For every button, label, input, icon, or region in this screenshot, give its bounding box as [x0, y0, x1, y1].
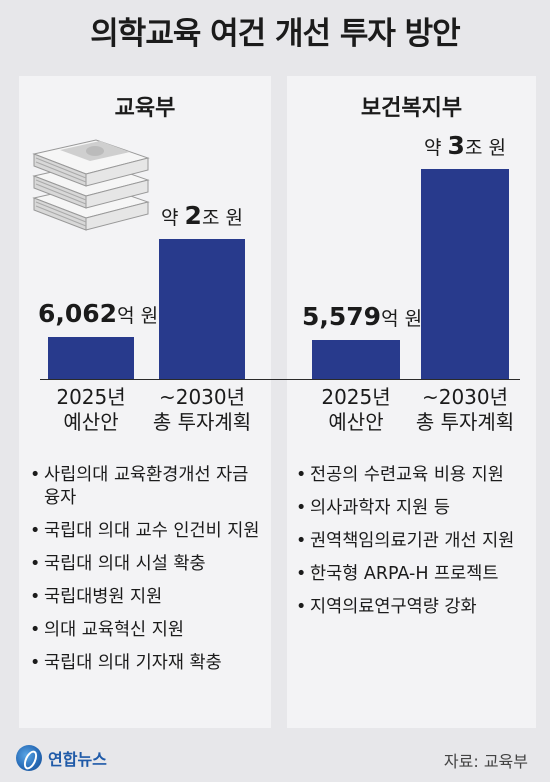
- category-line: ~2030년: [421, 385, 509, 409]
- category-label: ~2030년 총 투자계획: [400, 385, 530, 435]
- list-item: 국립대 의대 기자재 확충: [30, 652, 268, 675]
- value-number: 3: [447, 131, 465, 160]
- bar-health-2030: [421, 169, 509, 379]
- value-number: 2: [184, 201, 202, 230]
- value-unit: 억 원: [381, 307, 423, 330]
- category-line: 총 투자계획: [415, 410, 515, 434]
- category-line: 총 투자계획: [152, 410, 252, 434]
- list-item: 한국형 ARPA-H 프로젝트: [296, 563, 528, 586]
- category-label: 2025년 예산안: [291, 385, 421, 435]
- value-number: 5,579: [302, 301, 382, 331]
- category-line: 예산안: [63, 410, 119, 434]
- list-item: 국립대병원 지원: [30, 586, 268, 609]
- list-item: 의사과학자 지원 등: [296, 497, 528, 520]
- value-prefix: 약: [424, 137, 448, 159]
- category-label: 2025년 예산안: [26, 385, 156, 435]
- category-line: ~2030년: [158, 385, 246, 409]
- category-line: 2025년: [56, 385, 126, 409]
- value-label: 6,062억 원: [38, 299, 158, 328]
- value-number: 6,062: [38, 298, 118, 328]
- health-item-list: 전공의 수련교육 비용 지원 의사과학자 지원 등 권역책임의료기관 개선 지원…: [296, 464, 528, 629]
- value-label: 약 3조 원: [424, 131, 506, 160]
- panel-heading: 보건복지부: [360, 96, 463, 121]
- value-prefix: 약: [161, 207, 185, 229]
- value-unit: 조 원: [201, 207, 243, 229]
- value-label: 5,579억 원: [302, 302, 422, 331]
- chart-baseline: [40, 379, 520, 380]
- bar-health-2025: [312, 339, 400, 379]
- value-unit: 조 원: [464, 137, 506, 159]
- value-unit: 억 원: [117, 304, 159, 327]
- list-item: 국립대 의대 시설 확충: [30, 553, 268, 576]
- list-item: 의대 교육혁신 지원: [30, 619, 268, 642]
- list-item: 국립대 의대 교수 인건비 지원: [30, 520, 268, 543]
- panel-heading: 교육부: [114, 96, 176, 121]
- value-label: 약 2조 원: [161, 201, 243, 230]
- category-line: 2025년: [321, 385, 391, 409]
- list-item: 사립의대 교육환경개선 자금 융자: [30, 464, 268, 510]
- yonhap-logo: 연합뉴스: [16, 742, 107, 774]
- page-title: 의학교육 여건 개선 투자 방안: [90, 16, 460, 52]
- list-item: 권역책임의료기관 개선 지원: [296, 530, 528, 553]
- money-stack-icon: [32, 139, 150, 231]
- education-item-list: 사립의대 교육환경개선 자금 융자 국립대 의대 교수 인건비 지원 국립대 의…: [30, 464, 268, 685]
- list-item: 전공의 수련교육 비용 지원: [296, 464, 528, 487]
- source-note: 자료: 교육부: [443, 752, 528, 771]
- category-label: ~2030년 총 투자계획: [137, 385, 267, 435]
- yonhap-logo-icon: [16, 745, 42, 771]
- bar-education-2030: [159, 239, 245, 379]
- category-line: 예산안: [328, 410, 384, 434]
- bar-education-2025: [48, 336, 134, 379]
- list-item: 지역의료연구역량 강화: [296, 596, 528, 619]
- logo-text: 연합뉴스: [48, 750, 107, 769]
